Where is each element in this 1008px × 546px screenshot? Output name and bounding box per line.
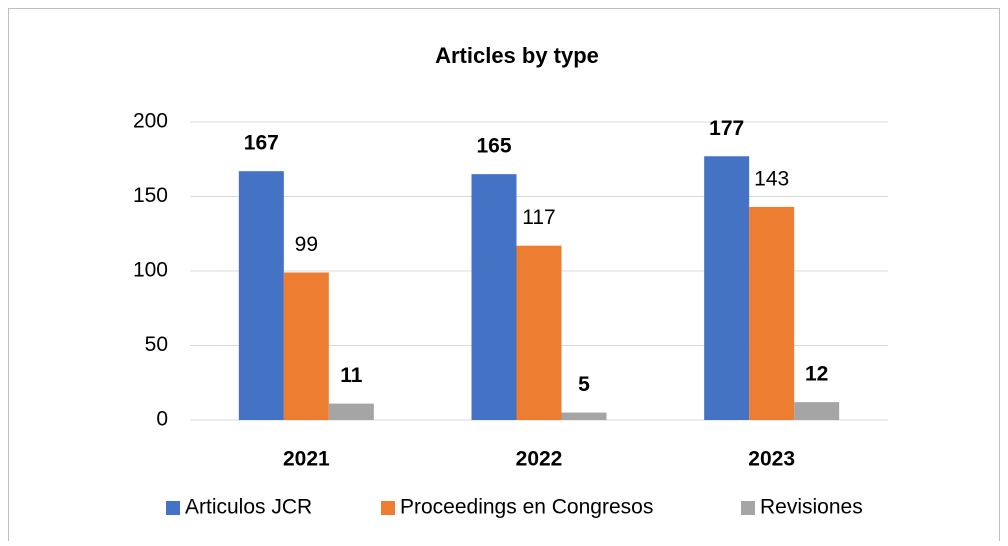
- bar: [516, 245, 562, 420]
- bar: [283, 272, 329, 420]
- y-tick-label: 50: [145, 333, 168, 356]
- x-tick-label: 2022: [516, 448, 563, 471]
- bar: [794, 402, 840, 420]
- legend-label: Proceedings en Congresos: [400, 496, 653, 519]
- data-label: 12: [805, 363, 828, 386]
- y-tick-label: 100: [133, 259, 168, 282]
- data-label: 143: [754, 167, 789, 190]
- data-label: 99: [295, 233, 318, 256]
- chart-title: Articles by type: [435, 43, 599, 68]
- bar: [704, 156, 750, 420]
- legend-label: Articulos JCR: [185, 496, 312, 519]
- legend-swatch: [381, 501, 395, 515]
- data-label: 165: [476, 135, 511, 158]
- data-label: 167: [244, 132, 279, 155]
- bar: [749, 206, 795, 420]
- data-label: 177: [709, 117, 744, 140]
- data-label: 5: [578, 373, 590, 396]
- bar: [238, 171, 284, 420]
- x-tick-label: 2023: [748, 448, 795, 471]
- legend-swatch: [166, 501, 180, 515]
- bar: [471, 174, 517, 420]
- bar: [561, 412, 607, 420]
- legend-label: Revisiones: [760, 496, 863, 519]
- y-tick-label: 0: [156, 408, 168, 431]
- data-label: 11: [340, 364, 363, 387]
- x-tick-label: 2021: [283, 448, 330, 471]
- bar: [328, 403, 374, 420]
- data-label: 117: [522, 206, 555, 229]
- y-tick-label: 200: [133, 110, 168, 133]
- legend-swatch: [741, 501, 755, 515]
- y-tick-label: 150: [133, 184, 168, 207]
